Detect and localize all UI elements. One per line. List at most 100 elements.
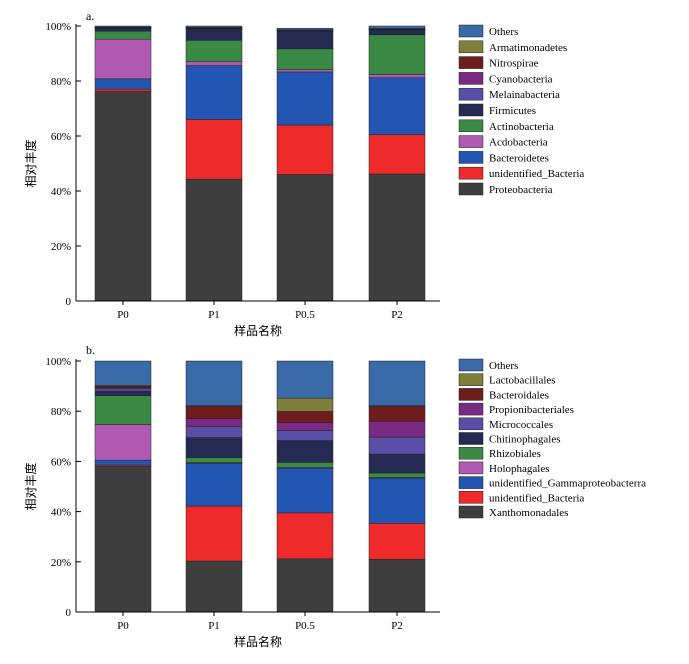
bar-segment-P0-others: [94, 25, 152, 28]
bar-segment-P0-micrococcales: [94, 388, 152, 392]
bar-segment-P0-others: [94, 360, 152, 386]
legend-label: Proteobacteria: [489, 184, 553, 196]
x-tick-label-P2: P2: [391, 309, 403, 321]
legend-swatch: [458, 135, 484, 148]
bar-segment-P0-unidentified_gammaproteobacterra: [94, 459, 152, 466]
legend-swatch: [458, 446, 484, 460]
legend-label: Chitinophagales: [489, 434, 561, 446]
legend-swatch: [458, 56, 484, 69]
bar-segment-P0-actinobacteria: [94, 30, 152, 40]
legend-swatch: [458, 417, 484, 431]
legend-swatch: [458, 103, 484, 117]
bar-segment-P1-propionibacteriales: [185, 418, 243, 428]
legend-swatch: [458, 72, 484, 85]
bar-segment-P2-chitinophagales: [368, 453, 426, 474]
legend-label: Propionibacteriales: [489, 404, 574, 416]
bar-segment-P1-unidentified_bacteria: [185, 505, 243, 562]
bar-segment-P0.5-bacteroidetes: [276, 71, 334, 126]
bar-segment-P0.5-actinobacteria: [276, 48, 334, 70]
bar-segment-P2-unidentified_gammaproteobacterra: [368, 477, 426, 524]
bar-segment-P1-acdobacteria: [185, 61, 243, 66]
y-tick-label: 60%: [51, 131, 71, 143]
bar-segment-P1-actinobacteria: [185, 40, 243, 62]
legend-swatch: [458, 402, 484, 416]
x-tick-label-P0: P0: [117, 620, 129, 632]
legend-label: unidentified_Bacteria: [489, 492, 584, 504]
legend-swatch: [458, 40, 484, 54]
bar-segment-P0.5-unidentified_bacteria: [276, 512, 334, 560]
bar-segment-P1-unidentified_bacteria: [185, 119, 243, 180]
bar-segment-P2-micrococcales: [368, 436, 426, 455]
x-axis-title: 样品名称: [234, 323, 282, 338]
bar-segment-P0.5-lactobacillales: [276, 397, 334, 412]
legend-swatch: [458, 432, 484, 445]
legend-swatch: [458, 24, 484, 38]
bar-segment-P1-firmicutes: [185, 29, 243, 41]
y-tick-label: 100%: [45, 356, 71, 368]
bar-segment-P2-acdobacteria: [368, 74, 426, 78]
bar-segment-P1-others: [185, 25, 243, 28]
bar-segment-P0.5-firmicutes: [276, 30, 334, 50]
legend-swatch: [458, 119, 484, 133]
bar-segment-P1-micrococcales: [185, 426, 243, 438]
legend-swatch: [458, 476, 484, 489]
legend-label: Melainabacteria: [489, 89, 560, 101]
bar-segment-P0.5-xanthomonadales: [276, 558, 334, 613]
y-tick-label: 20%: [51, 557, 71, 569]
y-tick-label: 40%: [51, 186, 71, 198]
legend-swatch: [458, 182, 484, 196]
bar-segment-P0.5-propionibacteriales: [276, 422, 334, 431]
bar-segment-P0-holophagales: [94, 424, 152, 461]
bar-segment-P1-bacteroidetes: [185, 65, 243, 120]
bar-segment-P2-unidentified_bacteria: [368, 523, 426, 560]
bar-segment-P2-propionibacteriales: [368, 420, 426, 438]
bar-segment-P1-proteobacteria: [185, 178, 243, 302]
bar-segment-P0-proteobacteria: [94, 91, 152, 302]
legend-label: Others: [489, 26, 518, 38]
bar-segment-P0.5-others: [276, 27, 334, 31]
y-tick-label: 100%: [45, 21, 71, 33]
bar-segment-P0.5-others: [276, 360, 334, 399]
chart-panel-2: b. 0 20% 40% 60% 80% 100% P0 P1 P0.5 P2 样品名称 相对丰度 Oth…: [23, 343, 646, 649]
legend-label: Firmicutes: [489, 105, 536, 117]
legend-label: Cyanobacteria: [489, 73, 553, 85]
legend-label: Xanthomonadales: [489, 507, 568, 519]
legend-label: Bacteroidetes: [489, 152, 549, 164]
bar-segment-P2-bacteroidales: [368, 405, 426, 422]
legend-label: Acdobacteria: [489, 137, 548, 149]
bar-segment-P0.5-bacteroidales: [276, 411, 334, 423]
bar-segment-P0-bacteroidetes: [94, 78, 152, 90]
bar-segment-P2-proteobacteria: [368, 173, 426, 302]
y-tick-label: 60%: [51, 456, 71, 468]
legend-swatch: [458, 388, 484, 401]
y-tick-label: 0: [66, 296, 72, 308]
legend: Others Armatimonadetes Nitrospirae Cyanobac…: [458, 24, 584, 196]
bar-segment-P1-chitinophagales: [185, 437, 243, 458]
bar-segment-P0.5-chitinophagales: [276, 440, 334, 463]
bar-segment-P0-acdobacteria: [94, 38, 152, 80]
bar-segment-P1-others: [185, 360, 243, 406]
bar-segment-P2-unidentified_bacteria: [368, 134, 426, 175]
legend-swatch: [458, 151, 484, 164]
bar-segment-P0-firmicutes: [94, 27, 152, 32]
bar-segment-P0-rhizobiales: [94, 395, 152, 425]
bar-segment-P0.5-unidentified_bacteria: [276, 124, 334, 175]
y-tick-label: 40%: [51, 507, 71, 519]
bar-segment-P0-chitinophagales: [94, 390, 152, 396]
legend-label: Nitrospirae: [489, 58, 539, 70]
legend-swatch: [458, 505, 484, 519]
legend-label: Armatimonadetes: [489, 42, 567, 54]
bar-segment-P1-bacteroidales: [185, 405, 243, 419]
x-axis-title: 样品名称: [234, 634, 282, 649]
legend-label: Micrococcales: [489, 419, 553, 431]
bar-segment-P0-xanthomonadales: [94, 466, 152, 613]
bar-segment-P0.5-proteobacteria: [276, 174, 334, 302]
y-tick-label: 80%: [51, 76, 71, 88]
legend-label: unidentified_Bacteria: [489, 168, 584, 180]
bar-segment-P1-unidentified_gammaproteobacterra: [185, 463, 243, 507]
legend-label: unidentified_Gammaproteobacterra: [489, 478, 646, 490]
legend-label: Lactobacillales: [489, 375, 556, 387]
legend-label: Rhizobiales: [489, 448, 541, 460]
bar-segment-P0.5-acdobacteria: [276, 69, 334, 73]
